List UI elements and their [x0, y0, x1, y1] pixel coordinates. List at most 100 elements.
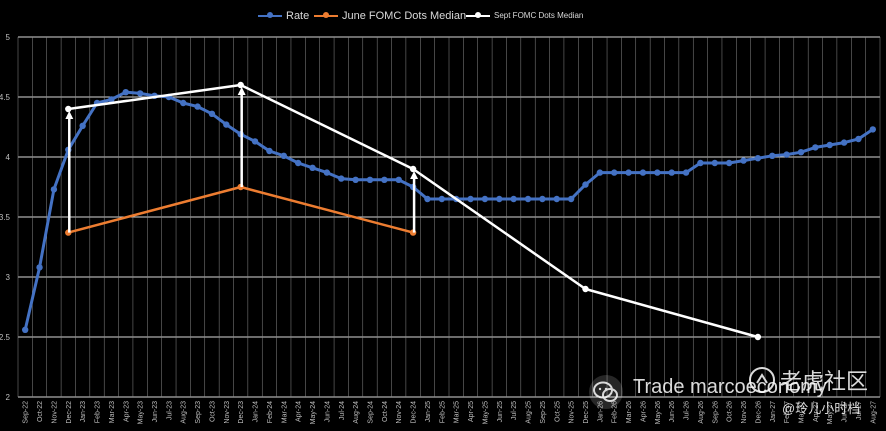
x-tick-label: Jul-27 — [856, 401, 863, 420]
y-tick-label: 4.5 — [0, 93, 11, 102]
data-point-rate — [496, 195, 503, 203]
data-point-rate — [654, 169, 661, 176]
x-tick-label: Sep-25 — [540, 401, 547, 424]
data-point-rate — [294, 159, 302, 167]
data-point-rate — [869, 126, 877, 133]
x-tick-label: May-27 — [827, 401, 834, 424]
data-point-rate — [711, 159, 718, 167]
x-tick-label: Mar-26 — [626, 401, 633, 423]
data-point-rate — [524, 195, 532, 203]
data-point-rate — [366, 176, 374, 183]
x-tick-label: Aug-25 — [526, 401, 533, 424]
data-point-sept-fomc — [237, 81, 244, 89]
x-tick-label: Jan-27 — [770, 401, 777, 423]
x-tick-label: Nov-24 — [396, 401, 403, 424]
data-point-rate — [840, 139, 848, 146]
x-tick-label: Aug-23 — [181, 401, 188, 424]
x-tick-label: Apr-24 — [296, 401, 303, 422]
legend-marker-june — [323, 12, 329, 18]
data-point-rate — [740, 157, 747, 164]
x-tick-label: Jun-23 — [152, 401, 159, 423]
data-point-rate — [208, 110, 216, 118]
data-point-rate — [438, 195, 446, 203]
x-tick-label: Apr-27 — [813, 401, 820, 422]
legend-marker-sept — [475, 12, 481, 18]
data-point-rate — [36, 264, 43, 271]
y-tick-label: 3.5 — [0, 213, 11, 222]
data-point-rate — [108, 96, 115, 103]
y-tick-label: 2.5 — [0, 333, 11, 342]
x-tick-label: Jun-26 — [669, 401, 676, 423]
x-tick-label: May-24 — [310, 401, 317, 424]
data-point-rate — [812, 144, 819, 151]
x-tick-label: Jan-23 — [80, 401, 87, 423]
x-tick-label: Apr-23 — [123, 401, 130, 422]
data-point-rate — [280, 152, 287, 159]
data-point-rate — [826, 141, 833, 149]
legend-label-sept: Sept FOMC Dots Median — [494, 11, 584, 20]
wechat-logo-icon — [588, 374, 624, 410]
x-tick-label: Sep-22 — [23, 401, 30, 424]
data-point-rate — [596, 169, 604, 176]
series-line-june-fomc — [67, 185, 414, 234]
data-point-sept-fomc — [65, 105, 72, 113]
y-tick-label: 5 — [6, 33, 11, 42]
x-tick-label: Nov-25 — [569, 401, 576, 424]
x-tick-label: Aug-26 — [698, 401, 705, 424]
x-tick-label: Jul-24 — [339, 401, 346, 420]
data-point-rate — [194, 103, 201, 110]
watermark-text: Trade marcoeconomy — [633, 376, 827, 398]
x-tick-label: Jul-23 — [166, 401, 173, 420]
data-point-sept-fomc — [582, 285, 589, 293]
data-point-rate — [79, 122, 86, 129]
data-point-rate — [323, 169, 331, 176]
x-tick-label: Mar-24 — [281, 401, 288, 423]
data-point-rate — [510, 195, 517, 203]
y-tick-label: 4 — [6, 153, 11, 162]
x-tick-label: Jan-25 — [425, 401, 432, 423]
x-tick-label: Jul-25 — [511, 401, 518, 420]
x-tick-label: Oct-25 — [554, 401, 561, 422]
data-point-rate — [266, 147, 273, 155]
x-tick-label: Dec-24 — [411, 401, 418, 424]
x-tick-label: Jul-26 — [684, 401, 691, 420]
x-tick-label: Sep-26 — [712, 401, 719, 424]
x-tick-label: May-26 — [655, 401, 662, 424]
data-point-rate — [625, 169, 632, 176]
x-tick-label: Oct-24 — [382, 401, 389, 422]
data-point-sept-fomc — [754, 333, 762, 341]
x-tick-label: Jun-24 — [324, 401, 331, 423]
legend-label-rate: Rate — [286, 10, 310, 22]
tiger-logo-icon — [748, 366, 776, 394]
data-point-rate — [668, 169, 675, 176]
x-tick-label: Dec-25 — [583, 401, 590, 424]
x-tick-label: Oct-26 — [727, 401, 734, 422]
data-point-rate — [136, 90, 144, 97]
data-point-rate — [180, 99, 187, 107]
data-point-rate — [697, 159, 704, 167]
x-tick-label: Dec-22 — [66, 401, 73, 424]
x-tick-label: Jun-27 — [842, 401, 849, 423]
x-tick-label: Mar-27 — [798, 401, 805, 423]
data-point-rate — [352, 176, 359, 183]
x-tick-label: Feb-25 — [439, 401, 446, 423]
x-tick-label: May-25 — [482, 401, 489, 424]
x-tick-label: Nov-26 — [741, 401, 748, 424]
y-tick-label: 2 — [6, 393, 11, 402]
data-point-rate — [251, 138, 259, 145]
data-point-rate — [639, 169, 647, 176]
data-point-rate — [338, 175, 345, 182]
data-point-rate — [122, 89, 129, 96]
data-point-rate — [381, 176, 388, 183]
x-tick-label: Aug-24 — [353, 401, 360, 424]
data-point-rate — [797, 149, 805, 156]
x-tick-label: Jan-26 — [597, 401, 604, 423]
data-point-rate — [309, 164, 316, 171]
data-point-rate — [783, 151, 790, 158]
x-tick-label: Nov-23 — [224, 401, 231, 424]
chart-legend: Rate June FOMC Dots Median Sept FOMC Dot… — [0, 6, 886, 26]
x-tick-label: Feb-24 — [267, 401, 274, 423]
watermark-handle: @玲儿小时档 — [782, 401, 861, 416]
